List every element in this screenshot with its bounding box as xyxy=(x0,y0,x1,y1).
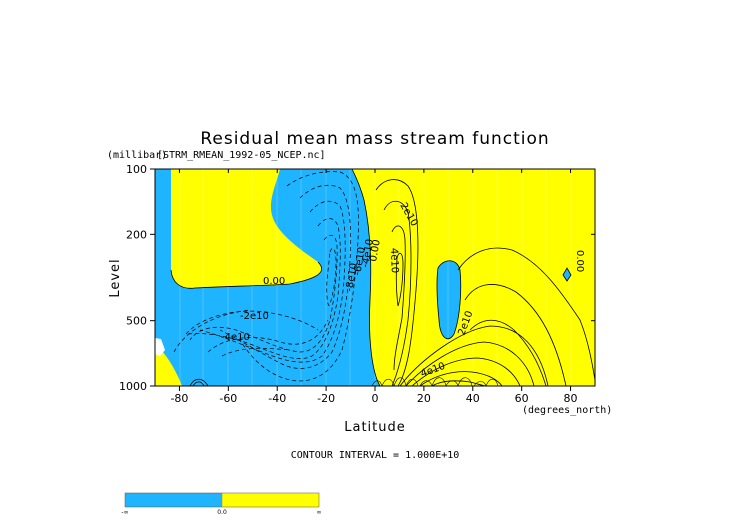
white-region-sh-surface xyxy=(155,338,165,356)
y-axis: 100 200 500 1000 xyxy=(119,163,595,393)
positive-contours xyxy=(170,169,595,386)
contour-label: -8e10 xyxy=(344,262,360,292)
y-tick-label: 1000 xyxy=(119,380,147,393)
negative-contours xyxy=(173,171,359,382)
positive-region-main xyxy=(352,169,595,386)
x-tick-label: -80 xyxy=(170,392,188,405)
negative-island-30n xyxy=(436,260,461,339)
y-tick-label: 500 xyxy=(126,315,147,328)
x-units-label: (degrees_north) xyxy=(522,405,612,416)
x-axis-label: Latitude xyxy=(344,420,406,435)
plot-area: 0.00 -2e10 -4e10 -8e10 -6e10 -4e10 0.00 … xyxy=(155,169,595,386)
x-tick-label: 40 xyxy=(466,392,480,405)
contour-label: -6e10 xyxy=(352,246,368,276)
x-tick-label: 80 xyxy=(564,392,578,405)
colorbar-tick: ∞ xyxy=(317,509,322,516)
positive-region-sh-upper xyxy=(171,169,322,289)
x-axis: -80 -60 -40 -20 0 20 40 60 80 xyxy=(170,169,578,405)
colorbar-positive-swatch xyxy=(222,493,319,507)
contour-interval-text: CONTOUR INTERVAL = 1.000E+10 xyxy=(291,450,460,461)
x-tick-label: -20 xyxy=(317,392,335,405)
contour-label: 0.00 xyxy=(263,276,285,287)
contour-label: 4e10 xyxy=(388,248,400,274)
contour-label: 0.00 xyxy=(368,239,383,263)
chart-subtitle: [STRM_RMEAN_1992-05_NCEP.nc] xyxy=(157,150,326,161)
y-axis-label: Level xyxy=(108,258,123,297)
y-units-label: (millibar) xyxy=(107,150,167,161)
colorbar-tick: -∞ xyxy=(121,509,128,516)
contour-label: -2e10 xyxy=(240,311,269,322)
contour-label: -4e10 xyxy=(221,332,250,343)
positive-region-sh-bottom xyxy=(155,345,182,386)
chart-title: Residual mean mass stream function xyxy=(200,129,549,149)
y-tick-label: 200 xyxy=(126,228,147,241)
faint-grid xyxy=(179,169,572,386)
surface-contours xyxy=(371,377,499,386)
contour-label: 0.00 xyxy=(574,250,585,272)
x-tick-label: -60 xyxy=(219,392,237,405)
y-tick-label: 100 xyxy=(126,163,147,176)
colorbar: -∞ 0.0 ∞ xyxy=(121,492,322,516)
x-tick-label: 60 xyxy=(515,392,529,405)
contour-label: -4e10 xyxy=(360,238,376,268)
x-tick-label: 0 xyxy=(372,392,379,405)
colorbar-tick: 0.0 xyxy=(217,509,227,516)
x-tick-label: 20 xyxy=(417,392,431,405)
x-tick-label: -40 xyxy=(268,392,286,405)
colorbar-negative-swatch xyxy=(125,493,222,507)
